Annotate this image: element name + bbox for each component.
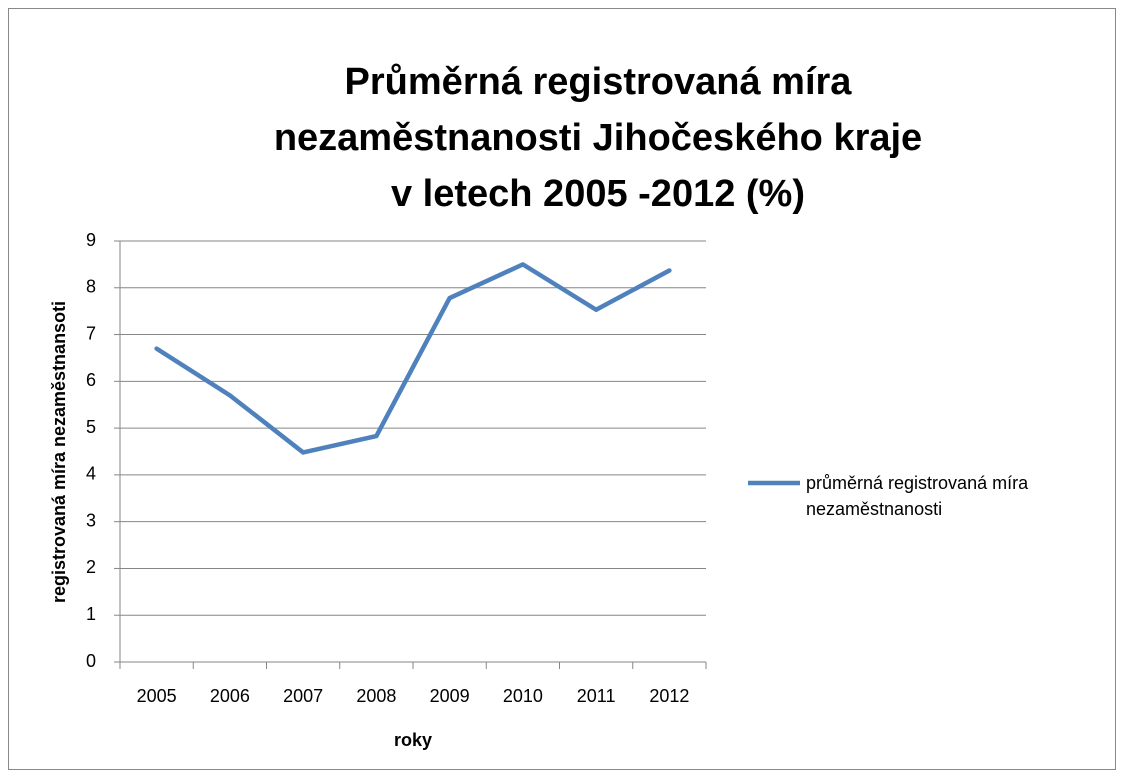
y-tick-label: 1 bbox=[86, 604, 96, 624]
chart-title: v letech 2005 -2012 (%) bbox=[391, 173, 805, 215]
chart-title: Průměrná registrovaná míra bbox=[345, 61, 853, 103]
x-tick-label: 2009 bbox=[430, 686, 470, 706]
y-tick-label: 5 bbox=[86, 417, 96, 437]
x-tick-label: 2008 bbox=[356, 686, 396, 706]
y-tick-label: 4 bbox=[86, 464, 96, 484]
legend-label: průměrná registrovaná míra nezaměstnanos… bbox=[806, 473, 1029, 519]
y-tick-label: 9 bbox=[86, 230, 96, 250]
data-line bbox=[154, 262, 672, 455]
y-tick-label: 3 bbox=[86, 510, 96, 530]
y-tick-label: 8 bbox=[86, 277, 96, 297]
y-tick-label: 6 bbox=[86, 370, 96, 390]
x-tick-label: 2005 bbox=[137, 686, 177, 706]
y-tick-label: 7 bbox=[86, 323, 96, 343]
chart-title: nezaměstnanosti Jihočeského kraje bbox=[274, 117, 922, 159]
x-tick-label: 2010 bbox=[503, 686, 543, 706]
x-axis-label: roky bbox=[394, 730, 432, 750]
x-tick-label: 2011 bbox=[577, 686, 616, 706]
y-axis-label: registrovaná míra nezaměstnansoti bbox=[49, 301, 69, 603]
x-tick-label: 2012 bbox=[649, 686, 689, 706]
x-tick-label: 2007 bbox=[283, 686, 323, 706]
y-tick-label: 0 bbox=[86, 651, 96, 671]
y-tick-label: 2 bbox=[86, 557, 96, 577]
x-tick-label: 2006 bbox=[210, 686, 250, 706]
chart-border bbox=[8, 8, 1116, 770]
